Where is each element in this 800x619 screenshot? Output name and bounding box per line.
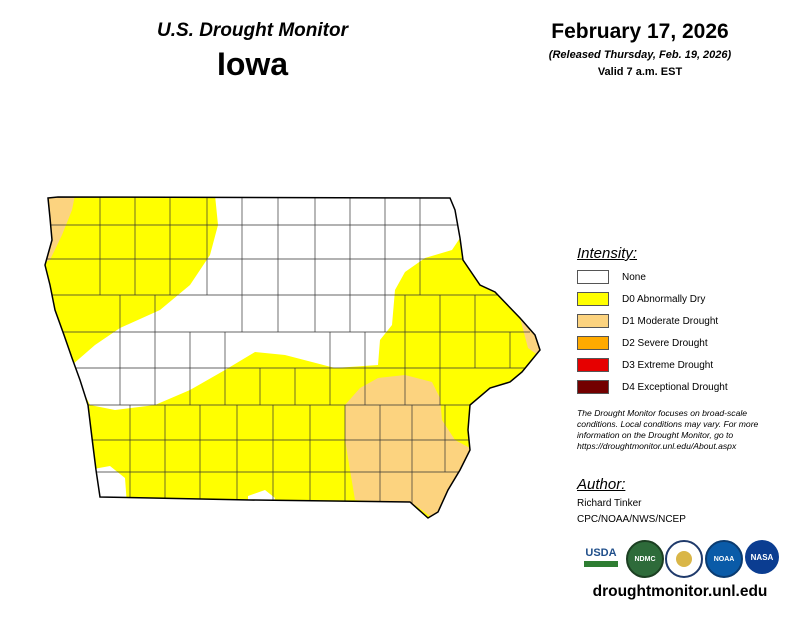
legend-label: None [622, 271, 646, 283]
iowa-outline [44, 196, 541, 519]
legend-item-d1: D1 Moderate Drought [577, 312, 718, 330]
website-url[interactable]: droughtmonitor.unl.edu [592, 583, 768, 600]
monitor-title: U.S. Drought Monitor [156, 20, 349, 41]
legend-label: D3 Extreme Drought [622, 359, 714, 371]
ndmc-logo: NDMC [626, 540, 664, 578]
author-name: Richard Tinker [577, 498, 642, 509]
usda-logo-stripe [584, 561, 618, 567]
state-title: Iowa [216, 46, 289, 82]
nasa-logo-text: NASA [750, 552, 774, 562]
legend-swatch [577, 270, 609, 284]
legend-swatch [577, 380, 609, 394]
author-org: CPC/NOAA/NWS/NCEP [577, 514, 686, 525]
county-lines [45, 197, 540, 505]
legend-title: Intensity: [577, 245, 638, 262]
nasa-logo: NASA [745, 540, 779, 574]
legend-label: D1 Moderate Drought [622, 315, 719, 327]
legend-item-none: None [577, 268, 646, 286]
legend-label: D0 Abnormally Dry [622, 293, 706, 305]
d1-region-southeast [345, 375, 480, 518]
legend-item-d3: D3 Extreme Drought [577, 356, 713, 374]
legend-swatch [577, 314, 609, 328]
legend-swatch [577, 292, 609, 306]
map-date: February 17, 2026 [551, 20, 729, 43]
usda-logo-text: USDA [585, 547, 617, 559]
doc-seal-icon [676, 551, 692, 567]
drought-monitor-note: The Drought Monitor focuses on broad-sca… [577, 408, 759, 451]
doc-logo [665, 540, 703, 578]
ndmc-logo-text: NDMC [634, 555, 656, 563]
legend-swatch [577, 358, 609, 372]
author-title: Author: [577, 476, 626, 493]
none-region-north [72, 197, 470, 410]
valid-time: Valid 7 a.m. EST [597, 66, 683, 78]
usda-logo: USDA [582, 540, 620, 574]
legend-label: D2 Severe Drought [622, 337, 708, 349]
legend-swatch [577, 336, 609, 350]
legend-label: D4 Exceptional Drought [622, 381, 728, 393]
iowa-drought-map [44, 196, 541, 519]
noaa-logo-text: NOAA [713, 555, 735, 563]
legend-item-d2: D2 Severe Drought [577, 334, 708, 352]
legend-item-d4: D4 Exceptional Drought [577, 378, 728, 396]
legend-item-d0: D0 Abnormally Dry [577, 290, 705, 308]
release-date: (Released Thursday, Feb. 19, 2026) [548, 49, 732, 61]
noaa-logo: NOAA [705, 540, 743, 578]
